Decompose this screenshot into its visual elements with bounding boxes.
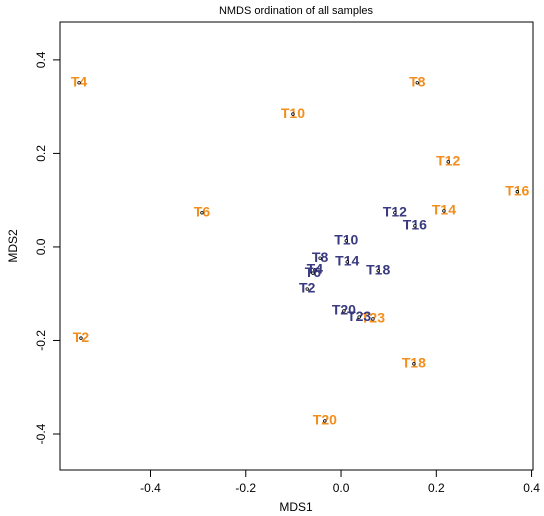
x-tick-label: 0.4 bbox=[523, 481, 540, 495]
y-tick-label: 0.2 bbox=[34, 145, 48, 162]
x-tick-label: 0.0 bbox=[333, 481, 350, 495]
point bbox=[442, 209, 446, 213]
point bbox=[344, 239, 348, 243]
y-tick-label: 0.0 bbox=[34, 238, 48, 255]
point bbox=[446, 160, 450, 164]
x-axis-label: MDS1 bbox=[279, 500, 313, 514]
point bbox=[305, 287, 309, 291]
point bbox=[515, 190, 519, 194]
point bbox=[345, 260, 349, 264]
point bbox=[291, 112, 295, 116]
point bbox=[393, 211, 397, 215]
point bbox=[323, 419, 327, 423]
point bbox=[77, 81, 81, 85]
point bbox=[415, 81, 419, 85]
point bbox=[79, 336, 83, 340]
x-tick-label: -0.4 bbox=[140, 481, 161, 495]
plot-frame bbox=[59, 21, 534, 471]
chart-title: NMDS ordination of all samples bbox=[219, 5, 374, 17]
point bbox=[413, 224, 417, 228]
point bbox=[357, 315, 361, 319]
y-tick-label: -0.2 bbox=[34, 330, 48, 351]
y-axis-label: MDS2 bbox=[6, 229, 20, 263]
point bbox=[376, 269, 380, 273]
x-tick-label: 0.2 bbox=[428, 481, 445, 495]
point bbox=[318, 256, 322, 260]
y-tick-label: 0.4 bbox=[34, 51, 48, 68]
point bbox=[311, 271, 315, 275]
y-tick-label: -0.4 bbox=[34, 423, 48, 444]
x-tick-label: -0.2 bbox=[235, 481, 256, 495]
point bbox=[313, 268, 317, 272]
point bbox=[200, 211, 204, 215]
point bbox=[412, 362, 416, 366]
point bbox=[371, 317, 375, 321]
point bbox=[342, 309, 346, 313]
